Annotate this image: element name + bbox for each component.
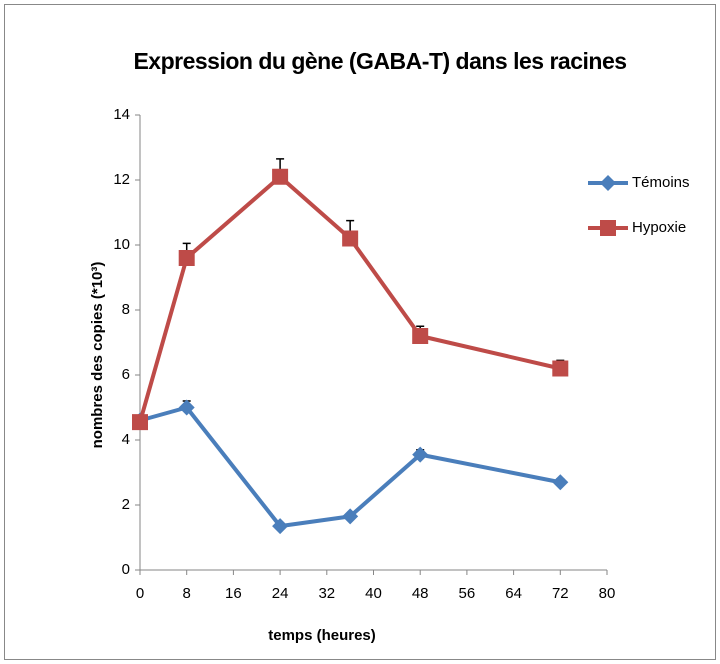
marker: [552, 360, 569, 377]
marker: [342, 230, 359, 247]
x-tick-label: 0: [136, 585, 144, 602]
marker: [178, 250, 195, 266]
y-tick-label: 0: [122, 561, 130, 578]
y-tick-label: 8: [122, 301, 130, 318]
y-tick-label: 6: [122, 366, 130, 383]
x-tick-label: 56: [459, 585, 476, 602]
legend-marker: [600, 220, 616, 236]
legend-marker: [600, 175, 616, 191]
series-line: [139, 405, 561, 529]
x-tick-label: 64: [505, 585, 522, 602]
marker: [552, 474, 569, 491]
legend-label: Témoins: [632, 174, 690, 191]
x-tick-label: 24: [272, 585, 289, 602]
legend-label: Hypoxie: [632, 219, 686, 236]
marker: [272, 518, 289, 535]
marker: [132, 414, 148, 431]
y-tick-label: 10: [113, 236, 130, 253]
y-tick-label: 2: [122, 496, 130, 513]
x-tick-label: 32: [318, 585, 335, 602]
x-tick-label: 16: [225, 585, 242, 602]
y-tick-label: 4: [122, 431, 130, 448]
chart-title: Expression du gène (GABA-T) dans les rac…: [133, 48, 627, 74]
x-tick-label: 72: [552, 585, 569, 602]
marker: [272, 168, 289, 185]
series-line: [138, 174, 561, 423]
chart-border: [4, 4, 716, 660]
y-axis-label: nombres des copies (*10³): [89, 262, 106, 449]
marker: [178, 399, 195, 416]
x-tick-label: 80: [599, 585, 616, 602]
x-tick-label: 48: [412, 585, 429, 602]
marker: [342, 508, 359, 525]
marker: [412, 328, 429, 344]
x-tick-label: 40: [365, 585, 382, 602]
y-tick-label: 14: [113, 106, 130, 123]
x-tick-label: 8: [183, 585, 191, 602]
y-tick-label: 12: [113, 171, 130, 188]
x-axis-label: temps (heures): [268, 627, 376, 644]
marker: [412, 446, 429, 463]
